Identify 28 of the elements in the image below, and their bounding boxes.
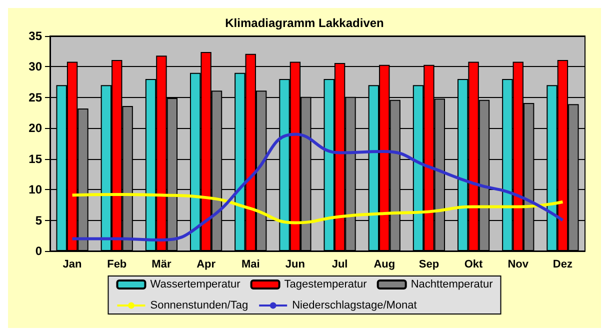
line-series <box>70 132 564 242</box>
y-tick-label: 30 <box>28 60 42 74</box>
chart-title: Klimadiagramm Lakkadiven <box>225 16 384 30</box>
legend-label: Wassertemperatur <box>150 278 241 290</box>
y-tick-label: 20 <box>28 121 42 136</box>
line-series <box>70 192 564 224</box>
legend-label: Nachttemperatur <box>410 278 494 290</box>
x-tick-label: Jun <box>285 258 306 270</box>
y-tick-label: 25 <box>28 90 42 104</box>
x-tick-label: Apr <box>196 258 216 270</box>
x-tick-label: Aug <box>374 258 396 270</box>
y-tick-label: 0 <box>35 244 42 258</box>
x-tick-label: Nov <box>508 258 530 270</box>
x-tick-label: Mär <box>152 258 172 270</box>
x-tick-label: Sep <box>418 258 440 270</box>
y-tick-label: 10 <box>28 182 42 197</box>
x-tick-label: Jul <box>332 258 348 270</box>
x-tick-label: Jan <box>62 258 82 270</box>
x-tick-label: Dez <box>552 258 573 270</box>
legend-label: Sonnenstunden/Tag <box>150 300 248 312</box>
y-tick-label: 35 <box>28 29 42 43</box>
y-tick-label: 15 <box>28 152 42 166</box>
x-tick-label: Mai <box>241 258 260 270</box>
legend-label: Niederschlagstage/Monat <box>292 300 417 312</box>
y-tick-label: 5 <box>35 213 42 228</box>
legend-label: Tagestemperatur <box>284 278 368 290</box>
x-tick-label: Okt <box>464 258 484 270</box>
x-tick-label: Feb <box>107 258 127 270</box>
